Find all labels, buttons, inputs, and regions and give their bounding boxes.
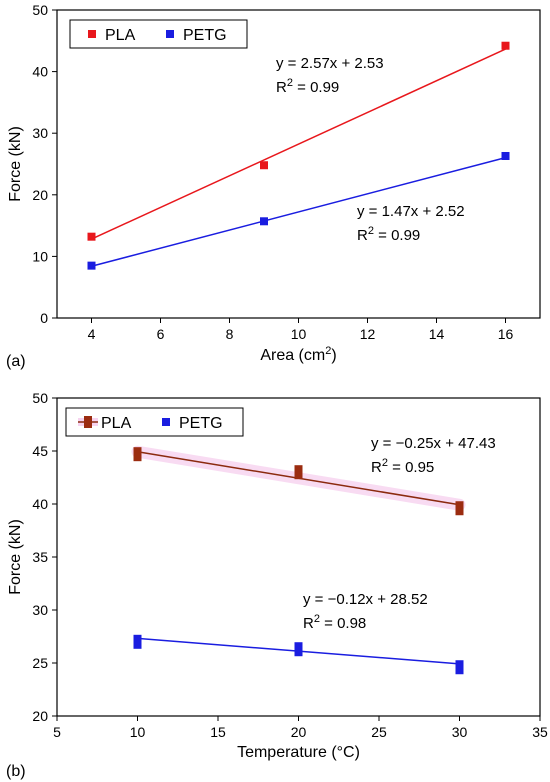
y-tick-label: 10	[32, 248, 48, 264]
x-tick-label: 8	[226, 326, 234, 342]
x-tick-label: 20	[291, 724, 307, 740]
data-point-pla	[455, 501, 464, 516]
r2-label-pla: R2 = 0.95	[371, 457, 434, 476]
x-axis-label-part-1: 2	[325, 345, 331, 357]
y-tick-label: 20	[32, 187, 48, 203]
x-axis-label: Area (cm2)	[260, 345, 336, 364]
r2-label-pla-part-2: = 0.95	[388, 459, 434, 476]
legend-label-petg: PETG	[179, 415, 223, 432]
legend-label-pla: PLA	[101, 415, 132, 432]
panel-a: 4 6 8 10 12 14 16 0 10 20 30 40 50 Force (kN) Area (cm…	[6, 2, 541, 370]
y-axis-label: Force (kN)	[7, 519, 24, 595]
y-tick-label: 30	[32, 602, 48, 618]
x-axis-label-part-2: )	[331, 347, 336, 364]
data-point-petg	[260, 217, 268, 226]
x-tick-label: 10	[130, 724, 146, 740]
r2-label-petg-part-2: = 0.98	[320, 615, 366, 632]
y-tick-label: 40	[32, 496, 48, 512]
y-tick-label: 20	[32, 708, 48, 724]
fit-line-petg	[91, 156, 506, 267]
legend-marker-petg	[162, 418, 170, 426]
data-point-pla	[133, 447, 142, 462]
r2-label-pla-part-2: = 0.99	[293, 79, 339, 96]
r2-label-petg-part-1: 2	[314, 613, 320, 625]
x-tick-label: 5	[53, 724, 61, 740]
r2-label-pla-part-0: R	[276, 79, 287, 96]
equation-label-petg: y = −0.12x + 28.52	[303, 591, 428, 608]
r2-label-petg-part-1: 2	[368, 225, 374, 237]
r2-label-pla-part-0: R	[371, 459, 382, 476]
equation-label-pla: y = 2.57x + 2.53	[276, 55, 384, 72]
data-point-petg	[455, 660, 464, 675]
legend-frame	[69, 19, 248, 49]
panel-label: (a)	[6, 353, 26, 370]
data-point-petg	[87, 261, 96, 270]
legend-marker-petg	[166, 30, 174, 38]
x-tick-label: 14	[429, 326, 445, 342]
x-tick-label: 10	[291, 326, 307, 342]
x-axis-label-part-0: Area (cm	[260, 347, 325, 364]
panel-b: 5 10 15 20 25 30 35 20 25 30 35 40 45 50 Force (kN) Tem…	[6, 390, 548, 780]
r2-label-petg-part-0: R	[303, 615, 314, 632]
fit-line-pla	[91, 48, 506, 240]
x-axis-label: Temperature (°C)	[237, 744, 360, 761]
y-tick-label: 45	[32, 443, 48, 459]
y-tick-label: 30	[32, 125, 48, 141]
r2-label-pla: R2 = 0.99	[276, 77, 339, 96]
x-tick-label: 35	[532, 724, 548, 740]
r2-label-petg: R2 = 0.98	[303, 613, 366, 632]
y-tick-label: 35	[32, 549, 48, 565]
data-point-pla	[294, 465, 303, 480]
panel-label: (b)	[6, 763, 26, 780]
x-tick-label: 25	[371, 724, 387, 740]
legend-label-petg: PETG	[183, 27, 227, 44]
legend: PLA PETG	[65, 407, 244, 437]
legend: PLA PETG	[69, 19, 248, 49]
legend-label-pla: PLA	[105, 27, 136, 44]
x-tick-label: 16	[498, 326, 514, 342]
r2-label-petg-part-2: = 0.99	[374, 227, 420, 244]
r2-label-petg: R2 = 0.99	[357, 225, 420, 244]
data-point-petg	[133, 634, 142, 649]
x-tick-label: 4	[88, 326, 96, 342]
y-tick-label: 0	[40, 310, 48, 326]
y-tick-label: 25	[32, 655, 48, 671]
y-tick-label: 50	[32, 390, 48, 406]
r2-label-petg-part-0: R	[357, 227, 368, 244]
equation-label-pla: y = −0.25x + 47.43	[371, 435, 496, 452]
equation-label-petg: y = 1.47x + 2.52	[357, 203, 465, 220]
r2-label-pla-part-1: 2	[382, 457, 388, 469]
x-tick-label: 15	[210, 724, 226, 740]
data-point-petg	[501, 151, 510, 160]
x-tick-label: 12	[360, 326, 376, 342]
r2-label-pla-part-1: 2	[287, 77, 293, 89]
data-point-pla	[501, 41, 510, 50]
data-point-pla	[87, 232, 96, 241]
legend-marker-pla	[84, 416, 92, 428]
y-axis-label: Force (kN)	[7, 126, 24, 202]
data-point-petg	[294, 642, 303, 657]
x-tick-label: 6	[157, 326, 165, 342]
data-point-pla	[260, 161, 268, 170]
x-tick-label: 30	[452, 724, 468, 740]
legend-marker-pla	[88, 30, 96, 38]
y-tick-label: 50	[32, 2, 48, 18]
y-tick-label: 40	[32, 64, 48, 80]
